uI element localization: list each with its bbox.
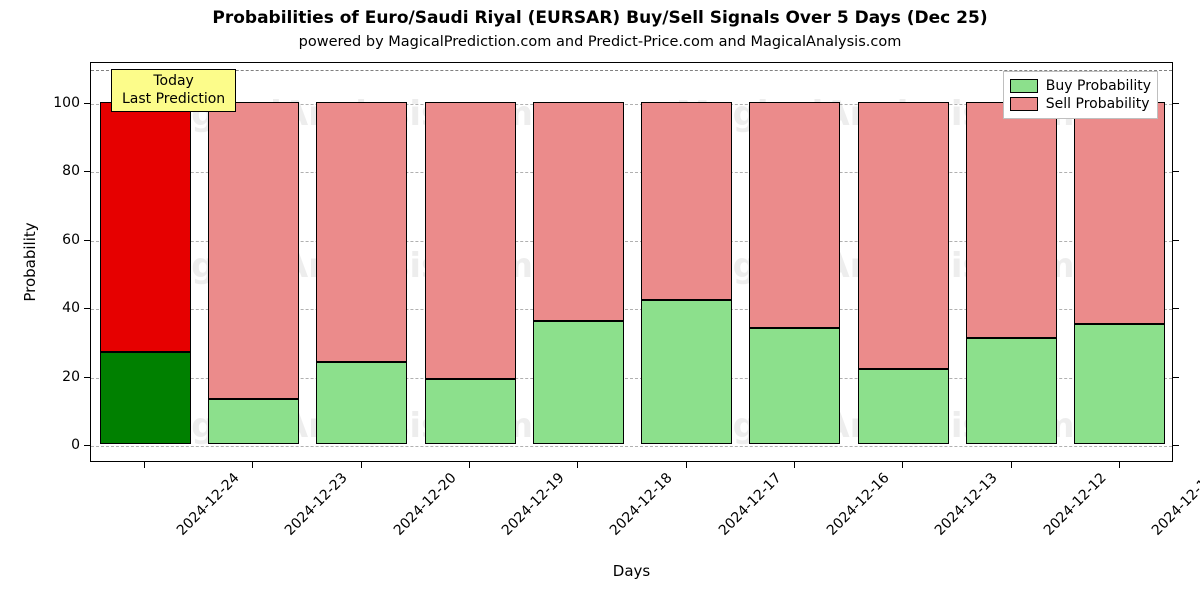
bar-sell-segment [1074,102,1165,324]
legend-swatch-sell [1010,97,1038,111]
bar-buy-segment [100,352,191,444]
ytick-label: 60 [62,232,80,248]
bar-sell-segment [533,102,624,321]
y-axis-label: Probability [21,222,39,301]
ytick-mark-right [1173,308,1179,309]
xtick-mark [686,462,687,468]
xtick-label: 2024-12-20 [391,470,460,539]
ytick-mark-right [1173,171,1179,172]
bar-buy-segment [208,399,299,443]
ytick-mark-right [1173,103,1179,104]
xtick-mark [469,462,470,468]
bar-group [1074,102,1165,444]
bar-sell-segment [316,102,407,362]
bar-buy-segment [316,362,407,444]
bar-sell-segment [749,102,840,328]
legend-item-buy: Buy Probability [1010,78,1151,94]
legend-item-sell: Sell Probability [1010,96,1151,112]
bar-buy-segment [1074,324,1165,444]
bar-sell-segment [966,102,1057,338]
bar-buy-segment [533,321,624,444]
xtick-mark [144,462,145,468]
ytick-label: 20 [62,369,80,385]
xtick-label: 2024-12-18 [607,470,676,539]
bar-group [425,102,516,444]
figure: Probabilities of Euro/Saudi Riyal (EURSA… [0,0,1200,600]
xtick-label: 2024-12-13 [932,470,1001,539]
xtick-mark [577,462,578,468]
bar-group [749,102,840,444]
xtick-label: 2024-12-23 [282,470,351,539]
xtick-mark [902,462,903,468]
bar-sell-segment [425,102,516,379]
ytick-mark-right [1173,377,1179,378]
bar-buy-segment [641,300,732,444]
bar-group [966,102,1057,444]
chart-title: Probabilities of Euro/Saudi Riyal (EURSA… [0,8,1200,28]
ytick-label: 0 [71,437,80,453]
bar-group [641,102,732,444]
legend-label-buy: Buy Probability [1046,78,1151,94]
x-axis-label: Days [613,562,650,580]
bar-buy-segment [966,338,1057,444]
plot-area: MagicalAnalysis.comMagicalAnalysis.comMa… [90,62,1173,462]
gridline [91,446,1172,447]
bar-group [858,102,949,444]
bar-group [316,102,407,444]
bar-sell-segment [208,102,299,399]
callout-line-2: Last Prediction [122,91,225,109]
legend-label-sell: Sell Probability [1046,96,1150,112]
ytick-mark-right [1173,445,1179,446]
bar-sell-segment [100,102,191,352]
xtick-mark [794,462,795,468]
xtick-mark [1011,462,1012,468]
xtick-mark [361,462,362,468]
ytick-mark-right [1173,240,1179,241]
bar-sell-segment [858,102,949,369]
bar-buy-segment [749,328,840,444]
xtick-mark [1119,462,1120,468]
chart-subtitle: powered by MagicalPrediction.com and Pre… [0,34,1200,50]
legend-swatch-buy [1010,79,1038,93]
xtick-mark [252,462,253,468]
callout-line-1: Today [122,73,225,91]
xtick-label: 2024-12-12 [1040,470,1109,539]
today-callout: Today Last Prediction [111,69,236,112]
bar-sell-segment [641,102,732,300]
xtick-label: 2024-12-11 [1149,470,1200,539]
ytick-label: 40 [62,300,80,316]
xtick-label: 2024-12-16 [824,470,893,539]
bar-buy-segment [425,379,516,444]
bar-group [533,102,624,444]
xtick-label: 2024-12-19 [499,470,568,539]
xtick-label: 2024-12-17 [715,470,784,539]
bar-buy-segment [858,369,949,444]
legend: Buy Probability Sell Probability [1003,71,1158,119]
bar-group [208,102,299,444]
xtick-label: 2024-12-24 [174,470,243,539]
bar-group [100,102,191,444]
ytick-label: 80 [62,163,80,179]
ytick-label: 100 [53,95,80,111]
